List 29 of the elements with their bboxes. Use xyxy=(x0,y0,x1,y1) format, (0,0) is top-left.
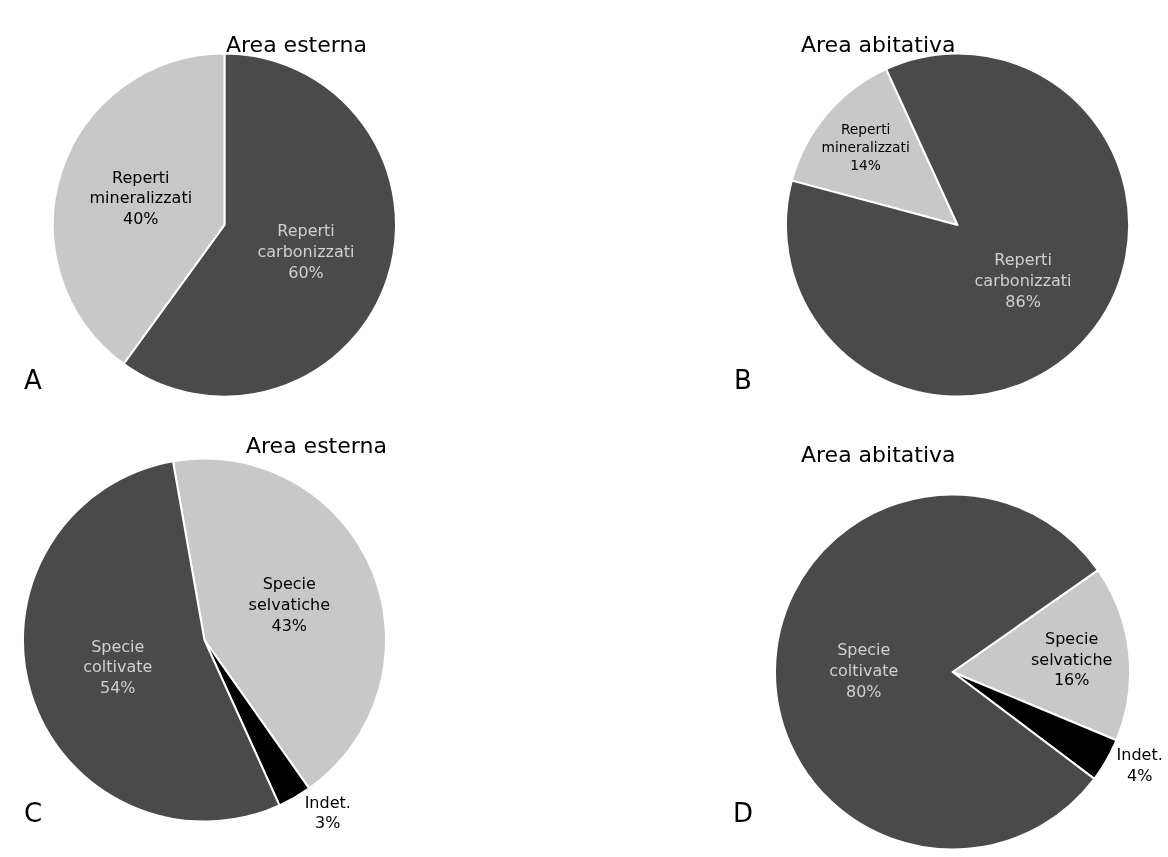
chart-title: Area esterna xyxy=(226,32,367,57)
text: B xyxy=(734,365,752,395)
text: A xyxy=(24,365,42,395)
data-label: 4% xyxy=(1126,766,1153,786)
data-label: 3% xyxy=(315,813,341,833)
data-label: 43% xyxy=(271,615,308,635)
slice-label: Specie coltivate xyxy=(83,636,153,677)
slice-label: Specie selvatiche xyxy=(1030,628,1113,669)
chart-title: Area abitativa xyxy=(801,442,956,467)
data-label: 60% xyxy=(288,262,324,282)
data-label: 86% xyxy=(1005,291,1041,311)
text: C xyxy=(24,798,43,828)
data-label: 80% xyxy=(846,681,882,701)
slice-label: Reperti carbonizzati xyxy=(257,221,355,262)
data-label: 14% xyxy=(850,156,881,173)
pie-slice xyxy=(784,52,1130,398)
data-label: 16% xyxy=(1053,670,1090,690)
slice-label: Indet. xyxy=(1116,745,1163,765)
slice-label: Reperti mineralizzati xyxy=(89,167,193,208)
slice-label: Reperti mineralizzati xyxy=(821,121,910,156)
slice-label: Reperti carbonizzati xyxy=(974,250,1072,290)
chart-title: Area esterna xyxy=(246,433,387,458)
chart-title: Area abitativa xyxy=(801,32,956,57)
text: D xyxy=(733,798,754,828)
slice-label: Specie coltivate xyxy=(829,640,899,680)
slice-label: Specie selvatiche xyxy=(248,574,330,615)
data-label: 54% xyxy=(99,678,136,698)
data-label: 40% xyxy=(123,209,159,229)
slice-label: Indet. xyxy=(304,792,351,812)
